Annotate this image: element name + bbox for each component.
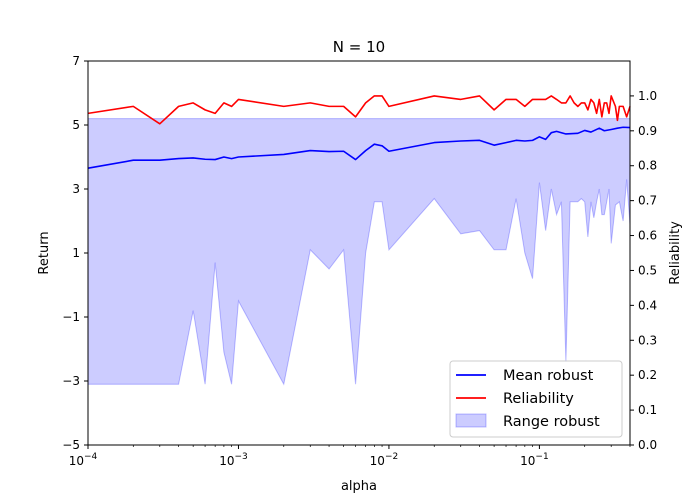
left-y-tick-label: −1 <box>62 310 80 324</box>
x-tick-exponent: −3 <box>234 452 247 462</box>
right-y-tick-label: 0.6 <box>638 229 657 243</box>
x-tick-label: 10−3 <box>219 452 248 468</box>
x-tick-exponent: −1 <box>535 452 548 462</box>
axes-layer: 10−4 10−3 10−2 10−1−5−3−113570.00.10.20.30.… <box>62 54 657 468</box>
legend-swatch-range-robust <box>455 413 487 428</box>
legend-label-range-robust: Range robust <box>503 414 600 430</box>
range-robust-area <box>87 118 631 386</box>
x-tick-label: 10−4 <box>69 452 98 468</box>
right-y-tick-label: 0.2 <box>638 368 657 382</box>
right-y-tick-label: 0.7 <box>638 194 657 208</box>
chart-title: N = 10 <box>333 38 385 56</box>
x-tick-base: 10 <box>69 454 84 468</box>
x-tick-base: 10 <box>370 454 385 468</box>
x-tick-base: 10 <box>219 454 234 468</box>
x-tick-label: 10−2 <box>370 452 399 468</box>
left-y-tick-label: 1 <box>72 246 80 260</box>
left-y-axis-label: Return <box>37 231 52 274</box>
x-tick-label: 10−1 <box>520 452 549 468</box>
right-y-tick-label: 0.0 <box>638 438 657 452</box>
series-layer <box>87 95 631 386</box>
right-y-tick-label: 0.3 <box>638 333 657 347</box>
left-y-tick-label: −3 <box>62 374 80 388</box>
right-y-tick-label: 0.5 <box>638 263 657 277</box>
left-y-tick-label: 3 <box>72 182 80 196</box>
left-y-tick-label: −5 <box>62 438 80 452</box>
x-tick-base: 10 <box>520 454 535 468</box>
reliability-line <box>87 95 631 125</box>
right-y-tick-label: 0.8 <box>638 159 657 173</box>
left-y-tick-label: 5 <box>72 118 80 132</box>
right-y-tick-label: 0.4 <box>638 298 657 312</box>
legend-label-reliability: Reliability <box>503 391 574 407</box>
legend-label-mean-robust: Mean robust <box>503 368 594 384</box>
x-axis-label: alpha <box>341 479 377 494</box>
x-tick-exponent: −2 <box>385 452 398 462</box>
right-y-tick-label: 0.9 <box>638 124 657 138</box>
right-y-tick-label: 1.0 <box>638 89 657 103</box>
x-tick-exponent: −4 <box>84 452 98 462</box>
legend-box <box>449 360 623 438</box>
left-y-tick-label: 7 <box>72 54 80 68</box>
right-y-tick-label: 0.1 <box>638 403 657 417</box>
mean-robust-line <box>87 126 631 169</box>
right-y-axis-label: Reliability <box>668 221 683 285</box>
legend: Mean robust Reliability Range robust <box>449 360 623 438</box>
